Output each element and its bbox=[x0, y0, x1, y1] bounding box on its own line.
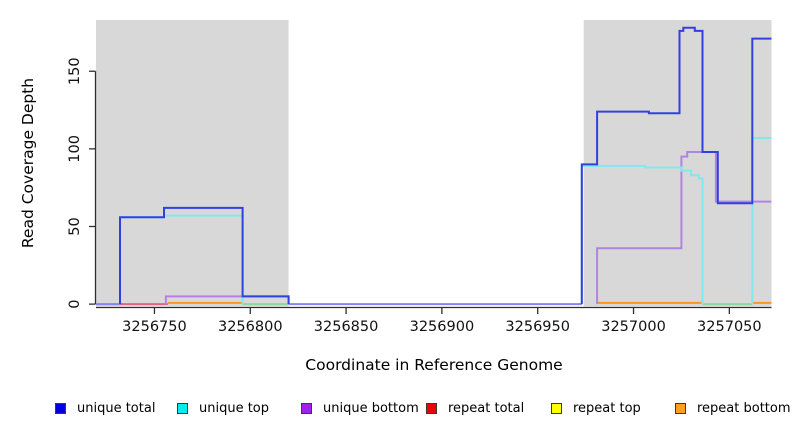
chart-legend: unique total unique top unique bottom re… bbox=[0, 399, 792, 419]
repeat-region-right bbox=[583, 20, 772, 307]
y-axis-title: Read Coverage Depth bbox=[19, 77, 37, 249]
x-tick-label: 3256750 bbox=[122, 319, 187, 335]
unique-total-line bbox=[119, 206, 290, 305]
repeat-total-swatch-icon bbox=[426, 402, 437, 414]
x-axis-title: Coordinate in Reference Genome bbox=[305, 356, 563, 374]
repeat-top-swatch-icon bbox=[551, 402, 562, 414]
legend-item-unique-bottom: unique bottom bbox=[301, 399, 419, 417]
unique-bottom-swatch-icon bbox=[301, 402, 312, 414]
repeat-region-left bbox=[96, 20, 289, 307]
legend-label: repeat total bbox=[448, 400, 525, 416]
legend-label: unique bottom bbox=[323, 400, 419, 416]
unique-total-line bbox=[580, 26, 772, 305]
x-tick-label: 3256900 bbox=[410, 319, 475, 335]
repeat-bottom-swatch-icon bbox=[675, 402, 686, 414]
unique-bottom-line bbox=[596, 151, 772, 305]
unique-total-swatch-icon bbox=[55, 402, 66, 414]
x-tick-label: 3257000 bbox=[601, 319, 666, 335]
legend-item-repeat-bottom: repeat bottom bbox=[675, 399, 791, 417]
legend-label: unique top bbox=[199, 400, 270, 416]
legend-item-repeat-total: repeat total bbox=[426, 399, 524, 417]
legend-label: repeat bottom bbox=[697, 400, 791, 416]
x-tick-label: 3256950 bbox=[505, 319, 570, 335]
unique-top-swatch-icon bbox=[177, 402, 188, 414]
x-tick-label: 3257050 bbox=[697, 319, 762, 335]
unique-top-line bbox=[580, 164, 704, 305]
y-tick-label: 0 bbox=[67, 300, 83, 309]
legend-label: repeat top bbox=[573, 400, 641, 416]
legend-label: unique total bbox=[77, 400, 156, 416]
x-tick-label: 3256800 bbox=[218, 319, 283, 335]
y-tick-label: 100 bbox=[67, 135, 83, 163]
x-tick-label: 3256850 bbox=[314, 319, 379, 335]
legend-item-unique-top: unique top bbox=[177, 399, 269, 417]
y-tick-label: 150 bbox=[67, 57, 83, 85]
legend-item-repeat-top: repeat top bbox=[551, 399, 641, 417]
y-tick-label: 50 bbox=[67, 217, 83, 235]
legend-item-unique-total: unique total bbox=[55, 399, 155, 417]
